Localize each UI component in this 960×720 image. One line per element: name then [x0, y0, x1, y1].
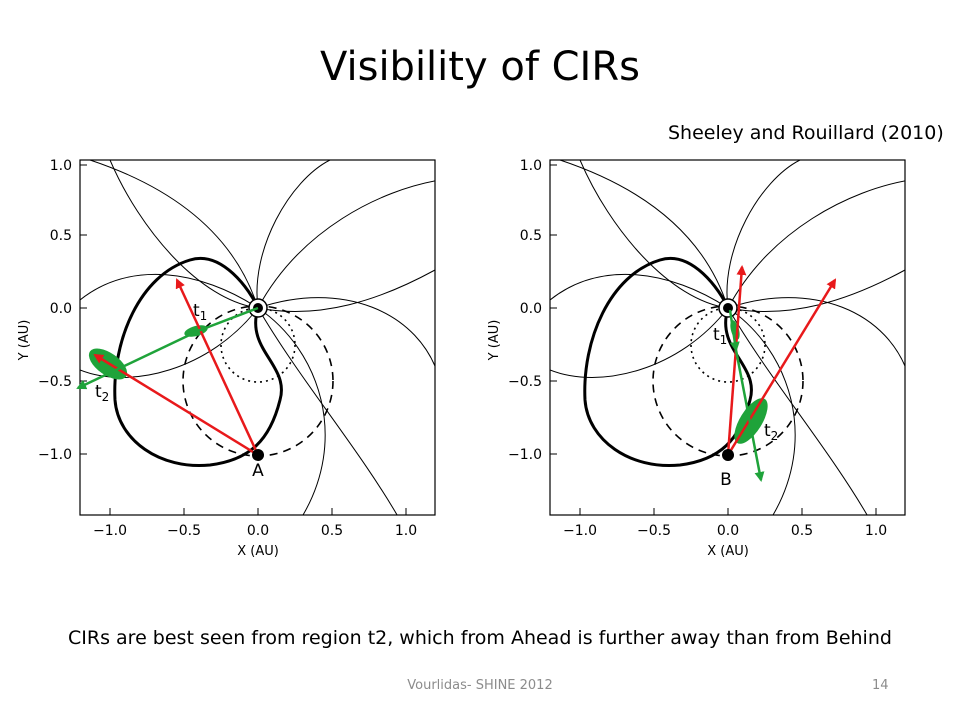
cir-front [113, 256, 283, 468]
footer-text: Vourlidas- SHINE 2012 [407, 678, 553, 693]
behind-panel: −1.0 −0.5 0.0 0.5 1.0 1.0 0.5 0.0 −0.5 −… [487, 158, 906, 559]
y-tick-label: 0.0 [50, 301, 72, 317]
sightline-t2-arrow [93, 353, 259, 457]
spacecraft-label: A [252, 461, 264, 481]
x-axis-label: X (AU) [707, 544, 749, 559]
y-tick-label: 1.0 [50, 158, 72, 174]
time-label-t2: t2 [764, 421, 778, 443]
citation: Sheeley and Rouillard (2010) [668, 122, 944, 144]
spiral-field-lines [550, 160, 905, 515]
sun-symbol [718, 298, 738, 318]
x-tick-label: −0.5 [637, 523, 671, 539]
y-axis [80, 164, 87, 455]
y-tick-label: 0.5 [50, 228, 72, 244]
y-tick-label: −1.0 [508, 447, 542, 463]
y-axis-label: Y (AU) [17, 320, 32, 362]
x-tick-label: 0.0 [717, 523, 739, 539]
spacecraft-b-marker [722, 449, 734, 461]
time-label-t1: t1 [193, 301, 207, 323]
cir-direction-arrow [734, 349, 765, 482]
earth-orbit [652, 305, 804, 457]
y-tick-label: 1.0 [520, 158, 542, 174]
x-tick-label: 1.0 [395, 523, 417, 539]
time-label-t2: t2 [95, 382, 109, 404]
x-tick-label: −0.5 [167, 523, 201, 539]
x-axis [109, 508, 407, 515]
y-tick-label: 0.0 [520, 301, 542, 317]
y-tick-label: −1.0 [38, 447, 72, 463]
y-axis-label: Y (AU) [487, 320, 502, 362]
slide-title: Visibility of CIRs [320, 44, 640, 90]
x-tick-label: 0.5 [321, 523, 343, 539]
cir-direction-arrow [188, 306, 259, 336]
cir-front [583, 256, 753, 468]
spacecraft-label: B [720, 470, 732, 490]
cir-direction-arrow [728, 309, 740, 352]
inner-dotted-circle [690, 307, 766, 383]
x-tick-label: 0.5 [791, 523, 813, 539]
x-tick-label: −1.0 [563, 523, 597, 539]
sightline-t1-arrow [175, 278, 260, 456]
ahead-panel: −1.0 −0.5 0.0 0.5 1.0 1.0 0.5 0.0 −0.5 −… [17, 158, 436, 559]
y-tick-label: −0.5 [508, 374, 542, 390]
time-label-t1: t1 [713, 325, 727, 347]
sightline-t2-arrow [726, 278, 837, 456]
sightline-t1-arrow [726, 265, 747, 456]
x-tick-label: 0.0 [247, 523, 269, 539]
spacecraft-a-marker [252, 449, 264, 461]
x-axis-label: X (AU) [237, 544, 279, 559]
cir-direction-arrow [76, 328, 201, 390]
y-axis [550, 164, 557, 455]
x-tick-label: 1.0 [865, 523, 887, 539]
y-tick-label: −0.5 [38, 374, 72, 390]
page-number: 14 [872, 678, 889, 693]
x-axis [579, 508, 877, 515]
slide-caption: CIRs are best seen from region t2, which… [68, 627, 892, 649]
y-tick-label: 0.5 [520, 228, 542, 244]
x-tick-label: −1.0 [93, 523, 127, 539]
spiral-field-lines [80, 160, 435, 515]
